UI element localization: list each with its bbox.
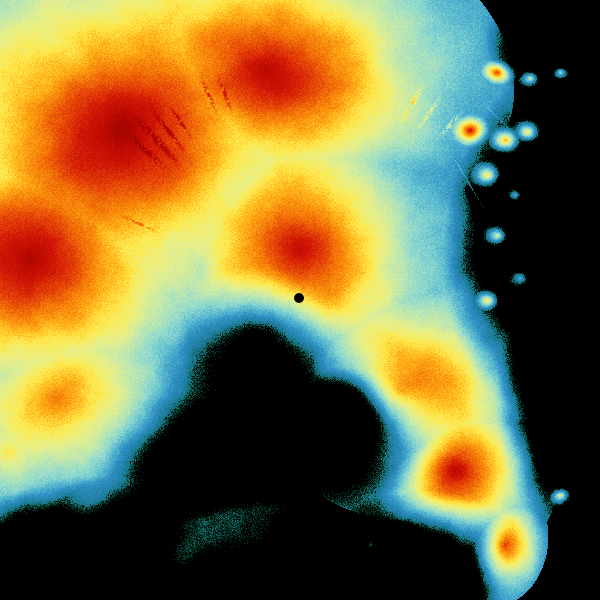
radar-reflectivity-heatmap[interactable] (0, 0, 600, 600)
radar-image-viewport[interactable]: Radar Reflectivity Composite Full-frame … (0, 0, 600, 600)
